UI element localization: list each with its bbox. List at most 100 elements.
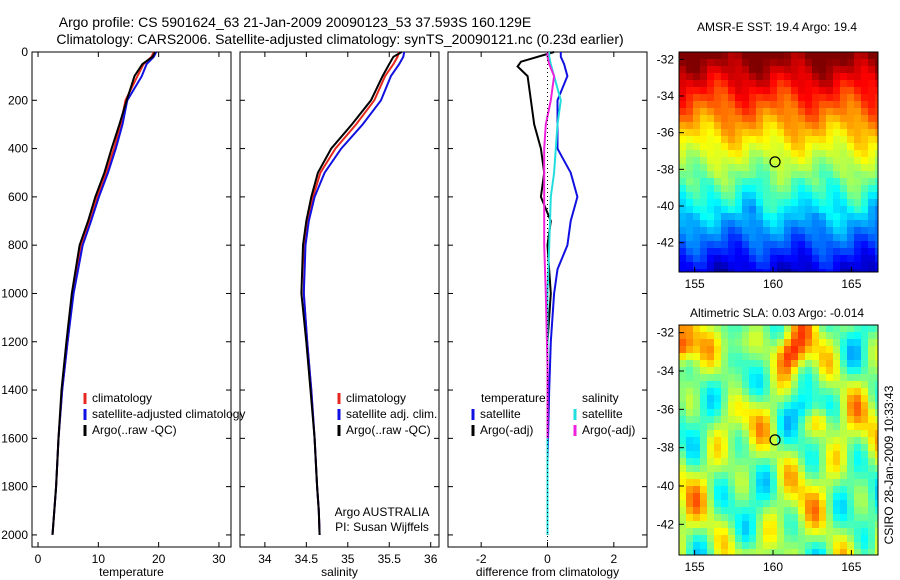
- sst-map-cell: [819, 234, 826, 241]
- sst-map-cell: [798, 220, 805, 227]
- sst-map-cell: [847, 234, 854, 241]
- sla-map-cell: [742, 332, 749, 339]
- sst-map-cell: [875, 87, 878, 94]
- sla-map-cell: [875, 437, 878, 444]
- difference-xtick-label: 0: [544, 552, 551, 566]
- sst-map-cell: [868, 80, 875, 87]
- sst-map-cell: [784, 157, 791, 164]
- sla-map-cell: [840, 535, 847, 542]
- sst-map-cell: [854, 129, 861, 136]
- sst-map-cell: [812, 143, 819, 150]
- sla-map-cell: [742, 549, 749, 555]
- sst-map-cell: [833, 234, 840, 241]
- sla-map-cell: [679, 395, 686, 402]
- sst-map-cell: [777, 178, 784, 185]
- sst-map-cell: [714, 73, 721, 80]
- sla-map-cell: [847, 535, 854, 542]
- sst-map-cell: [805, 122, 812, 129]
- sst-map-cell: [728, 227, 735, 234]
- sla-map-cell: [742, 444, 749, 451]
- sla-map-cell: [714, 360, 721, 367]
- sst-map-cell: [875, 157, 878, 164]
- sst-map-cell: [875, 185, 878, 192]
- sst-map-cell: [770, 101, 777, 108]
- sst-map-cell: [777, 136, 784, 143]
- sst-map-cell: [714, 136, 721, 143]
- sla-map-cell: [700, 493, 707, 500]
- sst-map-cell: [735, 269, 742, 272]
- sst-map-cell: [742, 192, 749, 199]
- sst-map-cell: [693, 199, 700, 206]
- sst-map-cell: [770, 192, 777, 199]
- sst-map-cell: [714, 220, 721, 227]
- sst-map-cell: [770, 171, 777, 178]
- sst-map-cell: [742, 59, 749, 66]
- sst-map-cell: [833, 73, 840, 80]
- sst-map-cell: [728, 171, 735, 178]
- sst-map-cell: [763, 213, 770, 220]
- sst-argo-location-marker: [769, 156, 781, 168]
- sla-map-cell: [679, 409, 686, 416]
- sla-map-cell: [693, 444, 700, 451]
- sla-map-cell: [679, 500, 686, 507]
- sla-map-cell: [686, 360, 693, 367]
- sst-map-cell: [812, 192, 819, 199]
- sst-map-cell: [805, 101, 812, 108]
- sst-map-cell: [868, 199, 875, 206]
- sla-map-cell: [805, 353, 812, 360]
- sla-map-cell: [840, 430, 847, 437]
- sst-map-cell: [749, 59, 756, 66]
- sst-map-cell: [798, 143, 805, 150]
- sla-map-cell: [756, 500, 763, 507]
- sla-map-cell: [763, 437, 770, 444]
- sst-map-cell: [784, 213, 791, 220]
- sst-map-cell: [749, 87, 756, 94]
- sla-map-cell: [721, 521, 728, 528]
- sla-map-cell: [721, 395, 728, 402]
- sst-map-cell: [686, 234, 693, 241]
- sst-map-cell: [868, 164, 875, 171]
- sla-map-cell: [791, 549, 798, 555]
- sla-map-cell: [875, 430, 878, 437]
- sla-map-cell: [721, 472, 728, 479]
- sla-map-cell: [763, 367, 770, 374]
- sla-map-cell: [868, 437, 875, 444]
- sla-map-cell: [798, 549, 805, 555]
- sla-map-cell: [840, 395, 847, 402]
- sst-map-cell: [770, 241, 777, 248]
- sst-map-cell: [826, 143, 833, 150]
- sla-map-cell: [721, 500, 728, 507]
- sst-map-cell: [735, 157, 742, 164]
- sst-map-cell: [700, 227, 707, 234]
- sla-map-cell: [791, 346, 798, 353]
- sst-map-cell: [735, 213, 742, 220]
- sst-map-cell: [847, 122, 854, 129]
- sst-map-cell: [749, 255, 756, 262]
- sla-map-cell: [728, 332, 735, 339]
- sst-map-cell: [707, 122, 714, 129]
- sla-map-cell: [833, 500, 840, 507]
- sst-map-cell: [700, 94, 707, 101]
- sst-map-cell: [735, 101, 742, 108]
- sst-map-cell: [756, 241, 763, 248]
- sla-map-cell: [840, 486, 847, 493]
- sst-map-cell: [756, 122, 763, 129]
- sst-map-cell: [798, 94, 805, 101]
- sla-map-cell: [847, 458, 854, 465]
- sst-map-cell: [847, 192, 854, 199]
- sla-map-cell: [833, 325, 840, 332]
- sst-map-cell: [854, 262, 861, 269]
- sla-map-cell: [868, 353, 875, 360]
- sst-map-cell: [819, 157, 826, 164]
- sst-map-cell: [714, 129, 721, 136]
- sla-map-cell: [707, 374, 714, 381]
- sla-map-cell: [777, 346, 784, 353]
- sst-map-cell: [777, 115, 784, 122]
- sla-map-cell: [693, 458, 700, 465]
- sla-map-cell: [861, 472, 868, 479]
- sst-map-cell: [707, 59, 714, 66]
- sst-map-cell: [875, 255, 878, 262]
- sla-map-cell: [826, 437, 833, 444]
- sst-map-cell: [854, 171, 861, 178]
- sst-map-cell: [791, 192, 798, 199]
